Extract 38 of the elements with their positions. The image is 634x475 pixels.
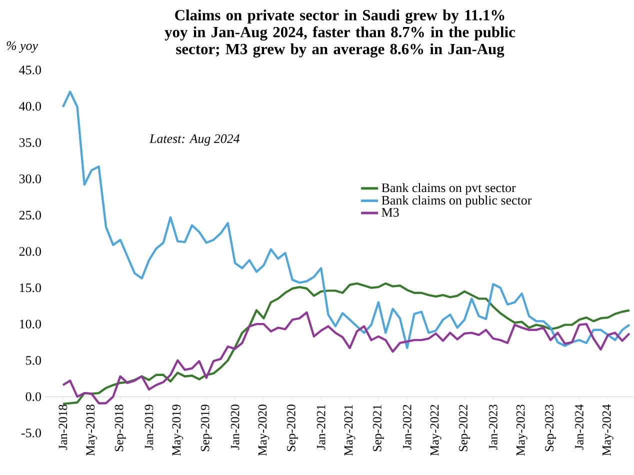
x-tick-label: Sep-2022 [459,404,470,452]
y-tick-label: 45.0 [19,66,41,74]
y-tick-label: 10.0 [20,320,41,328]
x-tick-label: May-2023 [516,404,528,456]
x-tick-label: Jan-2018 [58,404,68,450]
x-tick-label: Jan-2022 [402,404,412,450]
legend-label: Bank claims on public sector [382,196,532,208]
x-tick-label: May-2022 [430,404,442,456]
x-tick-label: Jan-2020 [230,404,240,450]
x-tick-label: Jan-2023 [488,404,498,450]
y-tick-label: 35.0 [19,138,41,147]
y-tick-label: 30.0 [19,174,41,184]
y-tick-label: 0.0 [26,392,41,402]
x-tick-label: May-2024 [602,404,614,456]
x-tick-label: Sep-2023 [545,404,556,452]
legend-label: Bank claims on pvt sector [382,183,516,195]
line-series [62,311,631,404]
y-axis-title: % yoy [6,41,38,53]
x-tick-label: Sep-2020 [286,404,298,452]
x-tick-label: Sep-2021 [372,404,384,452]
y-tick-label: 20.0 [19,247,41,256]
x-tick-label: Sep-2018 [114,404,126,452]
x-tick-label: May-2018 [86,404,98,456]
x-tick-label: May-2020 [258,404,270,456]
x-tick-label: Jan-2024 [575,404,584,450]
chart-title: Claims on private sector in Saudi grew by 11.1% yoy in Jan-Aug 2024, faster than 8.7% in the public sector; M3 grew by an average 8.6% in Jan-Aug [164,10,516,58]
y-tick-label: 5.0 [26,356,41,365]
y-tick-label: 15.0 [20,283,41,292]
x-tick-label: May-2019 [172,404,184,456]
annotation: Latest: Aug 2024 [149,134,240,146]
x-tick-label: May-2021 [344,404,356,456]
y-tick-label: 25.0 [19,210,41,220]
x-tick-label: Sep-2019 [200,404,212,452]
x-tick-label: Jan-2019 [144,404,154,450]
y-tick-label: -5.0 [21,428,41,438]
legend-label: M3 [382,208,399,217]
y-tick-label: 40.0 [19,102,41,111]
x-tick-label: Jan-2021 [316,404,326,450]
